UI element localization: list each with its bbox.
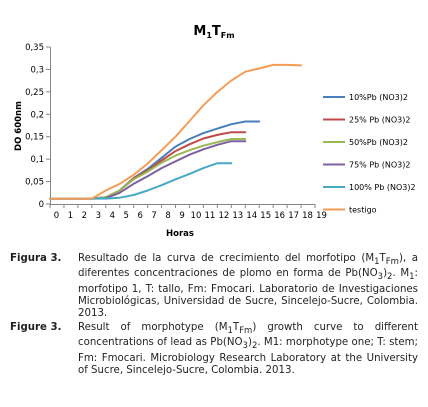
x-tick-label: 5 [124,211,129,221]
y-tick-label: 0,35 [25,43,44,53]
caption-en-text-3: ) growth curve to different concentratio… [78,322,418,349]
x-tick-label: 18 [302,211,313,221]
caption-es-sub-1: 1 [374,257,380,268]
x-tick-label: 3 [96,211,101,221]
caption-english-label: Figure 3. [10,322,62,333]
caption-english-text: Result of morphotype (M1TFm) growth curv… [78,322,418,377]
x-axis-label: Horas [166,229,194,239]
y-tick-label: 0,15 [25,133,44,143]
x-tick-label: 6 [137,211,142,221]
caption-en-sub-2: Fm [239,326,253,337]
x-tick-label: 13 [232,211,243,221]
y-tick-label: 0 [39,200,44,210]
chart-title-t: T [212,24,221,39]
caption-es-sub-2: Fm [385,257,399,268]
legend-label: 100% Pb (NO3)2 [349,183,416,192]
legend-label: 10%Pb (NO3)2 [349,93,408,102]
y-tick-label: 0,2 [30,110,44,120]
y-tick-label: 0,25 [25,88,44,98]
caption-en-text-2: T [232,322,240,333]
x-axis-ticks: 0 1 2 3 4 5 6 7 8 9 10 11 12 13 14 15 16 17 18 19 [49,204,327,221]
legend-label: 25% Pb (NO3)2 [349,116,410,125]
x-tick-label: 0 [54,211,59,221]
chart-title-sub2: Fm [221,31,235,40]
caption-es-sub-3: 3 [377,272,384,283]
x-tick-label: 7 [151,211,156,221]
caption-en-sub-3: 3 [242,341,248,352]
x-tick-label: 15 [260,211,271,221]
y-tick-label: 0,1 [30,155,44,165]
chart-title: M1TFm [193,24,234,40]
y-tick-label: 0,05 [25,178,44,188]
chart-title-sub1: 1 [206,31,212,40]
caption-en-sub-4: 2 [251,341,258,352]
caption-es-text-1: Resultado de la curva de crecimiento del… [78,253,375,264]
y-tick-label: 0,3 [30,65,44,75]
x-tick-label: 19 [316,211,327,221]
legend-label: 50%Pb (NO3)2 [349,138,408,147]
x-tick-label: 9 [179,211,184,221]
legend: 10%Pb (NO3)2 25% Pb (NO3)2 50%Pb (NO3)2 75%… [323,93,416,215]
x-tick-label: 10 [191,211,202,221]
caption-en-text-4: ) [247,337,252,349]
chart-title-m: M [193,24,206,39]
x-tick-label: 17 [288,211,299,221]
caption-es-sub-5: 1 [409,272,415,283]
x-tick-label: 12 [218,211,229,221]
x-tick-label: 11 [205,211,216,221]
x-tick-label: 2 [82,211,87,221]
x-tick-label: 8 [165,211,170,221]
caption-spanish-text: Resultado de la curva de crecimiento del… [78,253,418,321]
legend-label: testigo [349,206,377,215]
caption-es-text-3: ), a diferentes concentraciones de plomo… [78,253,418,280]
x-tick-label: 16 [274,211,285,221]
caption-es-text-5: . M [392,268,410,280]
x-tick-label: 14 [246,211,257,221]
y-axis-label: DO 600nm [14,101,24,151]
caption-es-text-6: : morfotipo 1, T: tallo, Fm: Fmocari. La… [78,268,418,320]
caption-spanish: Figura 3. Resultado de la curva de creci… [10,253,418,321]
x-tick-label: 4 [110,211,115,221]
caption-english: Figure 3. Result of morphotype (M1TFm) g… [10,322,418,377]
caption-es-text-2: T [379,253,386,264]
caption-en-text-1: Result of morphotype (M [78,322,228,333]
x-tick-label: 1 [68,211,73,221]
caption-spanish-label: Figura 3. [10,253,62,264]
caption-es-sub-4: 2 [387,272,393,283]
caption-en-sub-1: 1 [227,326,233,337]
series-line [49,63,303,200]
caption-en-text-5: . M1: morphotype one; T: stem; Fm: Fmoca… [78,337,418,376]
caption-es-text-4: ) [383,268,388,280]
legend-label: 75% Pb (NO3)2 [349,161,410,170]
y-axis-ticks: 0 0,05 0,1 0,15 0,2 0,25 0,3 0,35 [25,43,50,210]
series-lines [49,63,303,200]
